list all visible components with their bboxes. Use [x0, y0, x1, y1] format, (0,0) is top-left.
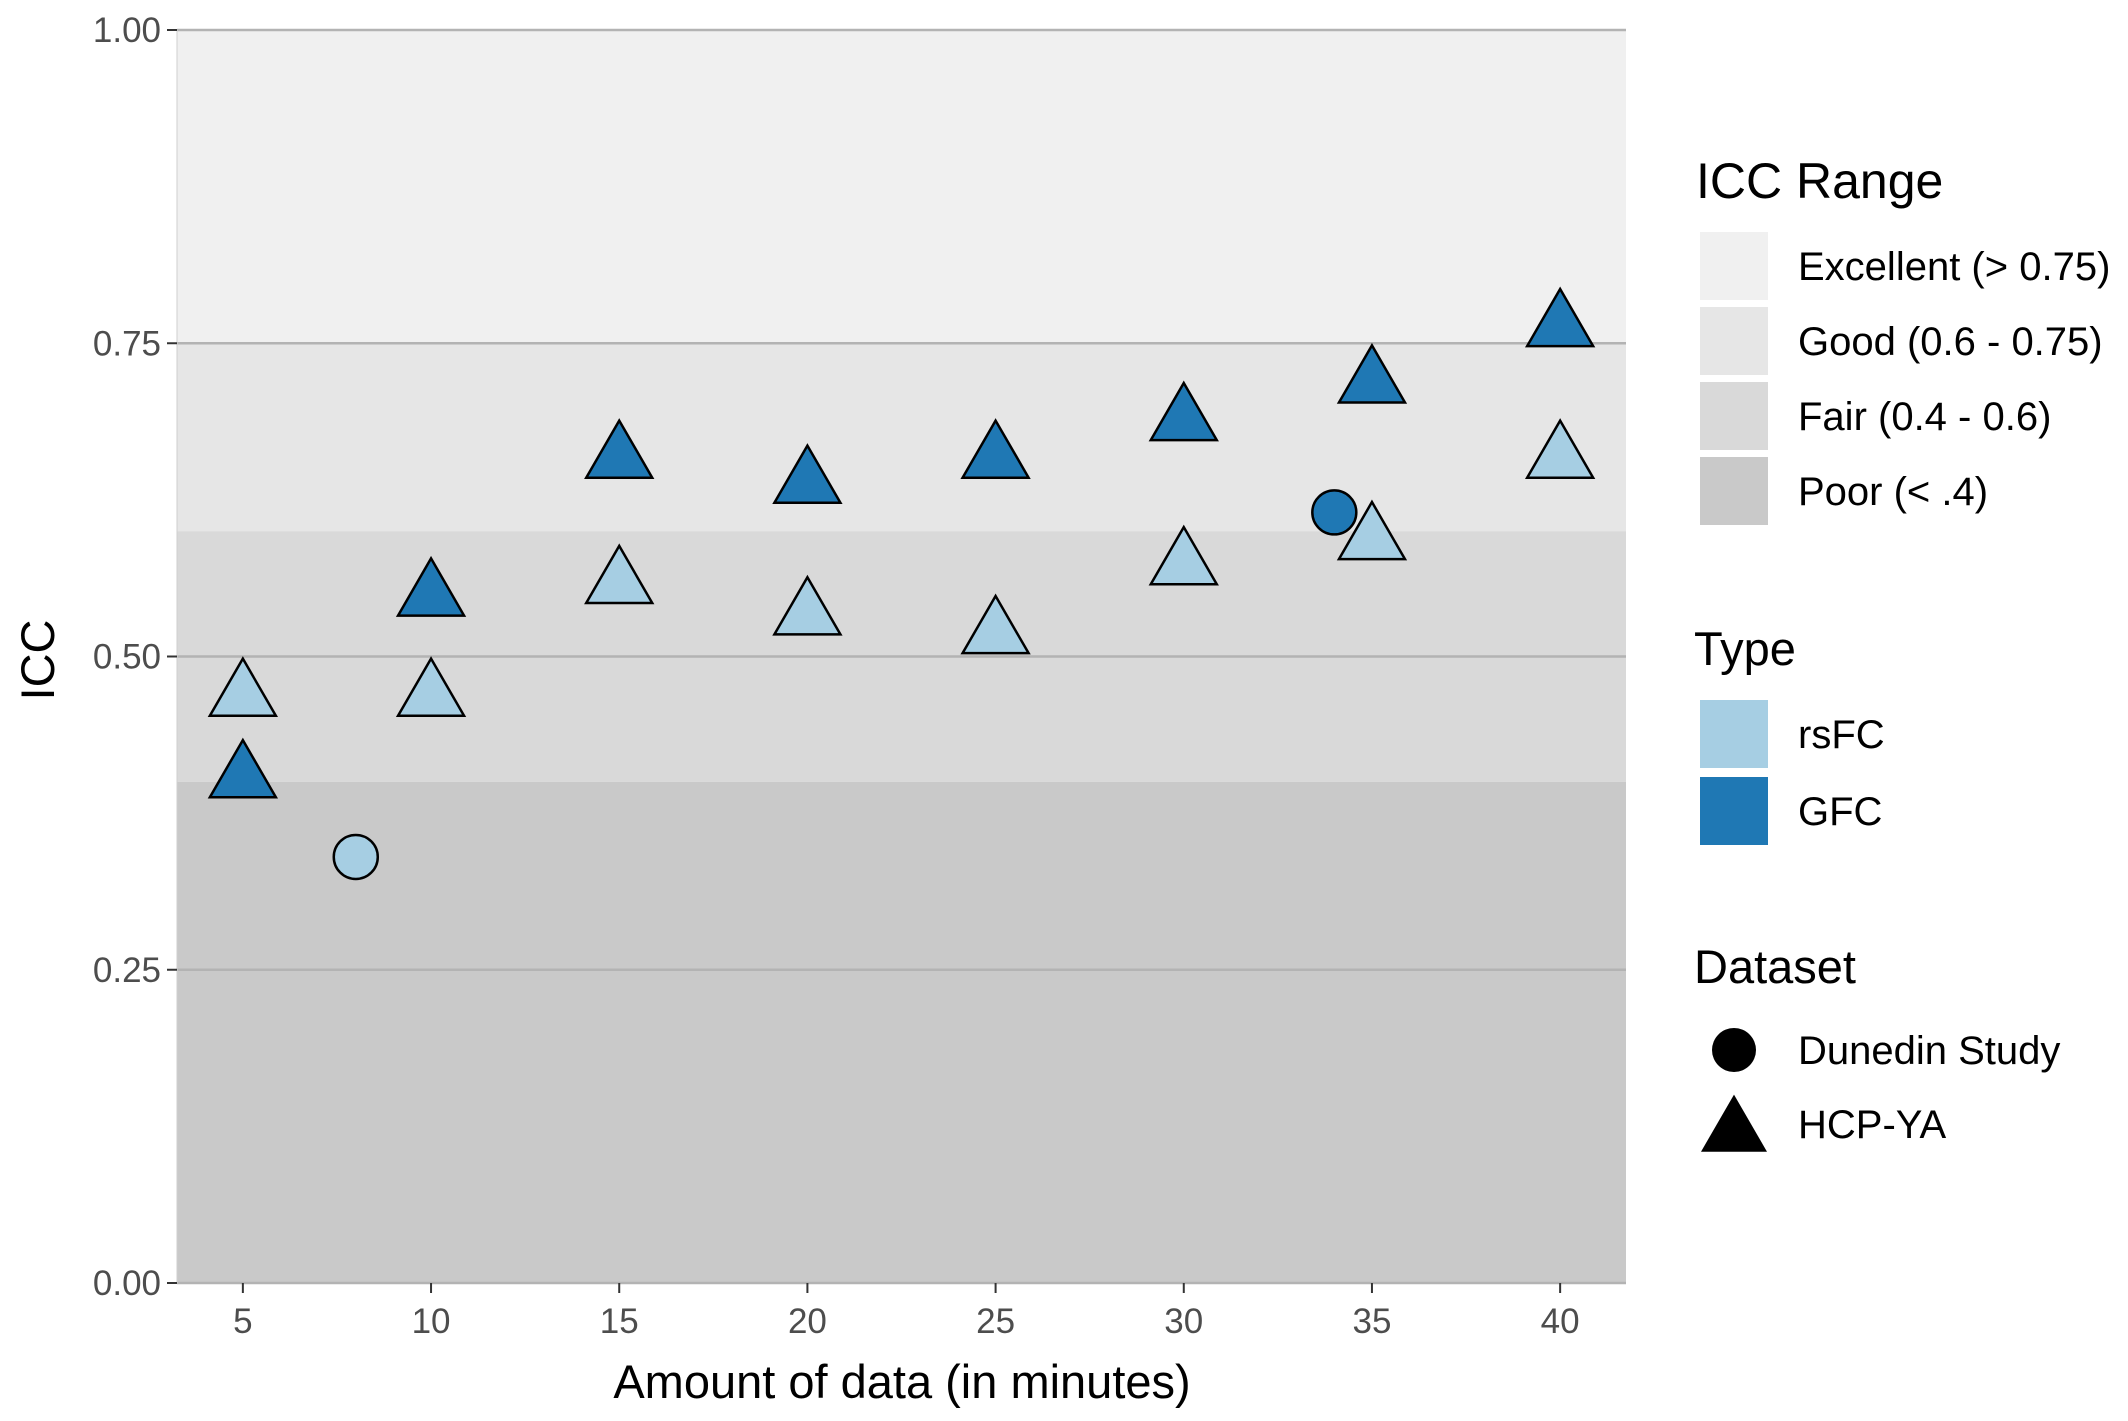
x-tick-label: 35: [1352, 1302, 1391, 1341]
y-tick-label: 0.75: [93, 324, 161, 363]
gridlines: [177, 28, 1626, 1285]
legend-key-rsfc: [1700, 700, 1768, 768]
point-hcp-ya-rsfc-35: [1336, 499, 1408, 561]
legend-key-poor-4: [1700, 457, 1768, 525]
point-hcp-ya-rsfc-25: [960, 593, 1031, 655]
x-tick-label: 25: [976, 1302, 1015, 1341]
legend-label-rsfc: rsFC: [1798, 713, 1885, 757]
y-axis-title: ICC: [11, 620, 64, 701]
point-hcp-ya-rsfc-40: [1524, 418, 1596, 479]
x-axis-title: Amount of data (in minutes): [613, 1355, 1190, 1408]
point-hcp-ya-gfc-15: [584, 418, 655, 479]
band-good-0-6-0-75: [177, 343, 1626, 532]
data-points: [207, 286, 1596, 881]
x-tick-label: 5: [233, 1302, 252, 1341]
legend-key-fair-0-4-0-6: [1700, 382, 1768, 450]
point-hcp-ya-rsfc-30: [1148, 524, 1219, 586]
y-tick-label: 0.00: [93, 1264, 161, 1303]
legend-label-poor-4: Poor (< .4): [1798, 470, 1988, 514]
x-tick-label: 10: [412, 1302, 451, 1341]
x-tick-label: 40: [1541, 1302, 1580, 1341]
legend-label-gfc: GFC: [1798, 790, 1882, 834]
band-excellent-0-75: [177, 30, 1626, 344]
point-dunedin-study-gfc-34: [1311, 489, 1358, 536]
point-hcp-ya-gfc-20: [772, 443, 843, 505]
point-hcp-ya-gfc-40: [1524, 286, 1596, 348]
x-tick-label: 15: [600, 1302, 639, 1341]
y-tick-label: 0.50: [93, 638, 161, 677]
x-tick-label: 30: [1164, 1302, 1203, 1341]
legend-label-hcp-ya: HCP-YA: [1798, 1103, 1946, 1147]
point-hcp-ya-gfc-30: [1148, 380, 1219, 442]
legend-type: Type rsFC GFC: [1694, 622, 1885, 845]
legend-key-gfc: [1700, 777, 1768, 845]
x-axis: 5 10 15 20 25 30 35 40: [233, 1283, 1580, 1341]
point-hcp-ya-gfc-10: [395, 555, 467, 617]
legend-key-dunedin-study: [1712, 1028, 1756, 1072]
legend-label-good-0-6-0-75: Good (0.6 - 0.75): [1798, 320, 2103, 364]
legend-icc-range: ICC Range Excellent (> 0.75) Good (0.6 - …: [1696, 153, 2110, 525]
point-hcp-ya-gfc-5: [207, 737, 279, 799]
point-hcp-ya-rsfc-20: [772, 574, 843, 636]
x-tick-label: 20: [788, 1302, 827, 1341]
legend-label-excellent-0-75: Excellent (> 0.75): [1798, 245, 2110, 289]
legend-key-excellent-0-75: [1700, 232, 1768, 300]
legend-key-hcp-ya: [1701, 1094, 1767, 1152]
point-hcp-ya-gfc-35: [1336, 342, 1408, 404]
y-tick-label: 0.25: [93, 951, 161, 990]
legend-dataset-title: Dataset: [1694, 940, 1856, 993]
point-dunedin-study-rsfc-8: [332, 833, 380, 881]
legend-icc-range-title: ICC Range: [1696, 153, 1943, 209]
y-axis: 0.00 0.25 0.50 0.75 1.00: [93, 11, 178, 1303]
legend-label-fair-0-4-0-6: Fair (0.4 - 0.6): [1798, 395, 2051, 439]
legend-type-title: Type: [1694, 622, 1796, 675]
point-hcp-ya-gfc-25: [960, 418, 1031, 479]
legend-dataset: Dataset Dunedin Study HCP-YA: [1694, 940, 2060, 1152]
legend-key-good-0-6-0-75: [1700, 307, 1768, 375]
point-hcp-ya-rsfc-10: [395, 656, 467, 718]
point-hcp-ya-rsfc-15: [584, 543, 655, 605]
legend-label-dunedin-study: Dunedin Study: [1798, 1029, 2060, 1073]
y-tick-label: 1.00: [93, 11, 161, 50]
band-poor-4: [177, 781, 1626, 1283]
point-hcp-ya-rsfc-5: [207, 656, 279, 718]
